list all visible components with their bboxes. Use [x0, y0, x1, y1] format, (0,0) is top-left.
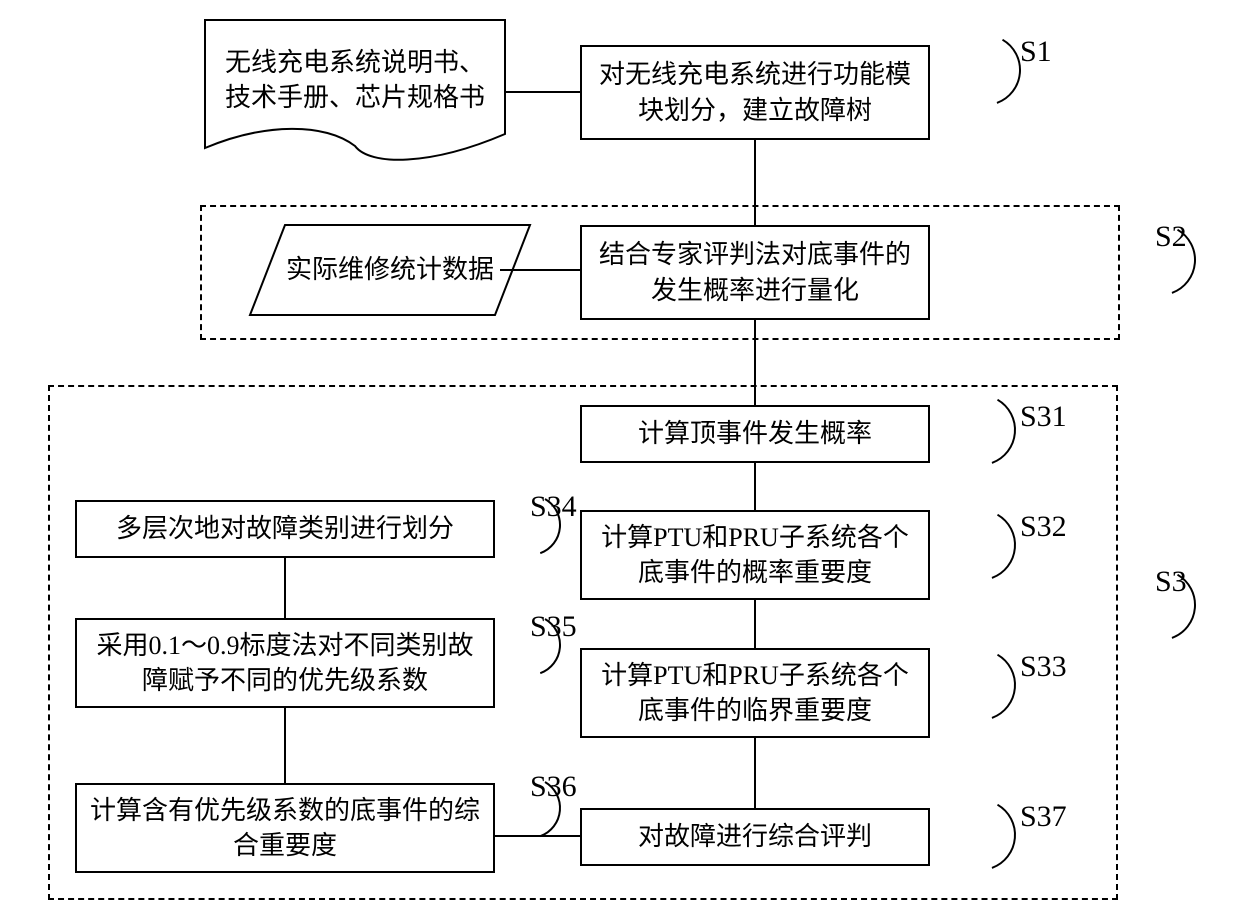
label-s2: S2: [1155, 220, 1187, 254]
label-s33: S33: [1020, 650, 1067, 684]
node-s31: 计算顶事件发生概率: [580, 405, 930, 463]
node-s33: 计算PTU和PRU子系统各个底事件的临界重要度: [580, 648, 930, 738]
node-s32-text: 计算PTU和PRU子系统各个底事件的概率重要度: [594, 520, 916, 590]
label-s1: S1: [1020, 35, 1052, 69]
label-s31: S31: [1020, 400, 1067, 434]
node-s36-text: 计算含有优先级系数的底事件的综合重要度: [89, 793, 481, 863]
node-s32: 计算PTU和PRU子系统各个底事件的概率重要度: [580, 510, 930, 600]
node-doc: 无线充电系统说明书、技术手册、芯片规格书: [205, 20, 505, 140]
node-s34: 多层次地对故障类别进行划分: [75, 500, 495, 558]
node-data-text: 实际维修统计数据: [286, 252, 494, 287]
label-s36: S36: [530, 770, 577, 804]
node-s35: 采用0.1～0.9标度法对不同类别故障赋予不同的优先级系数: [75, 618, 495, 708]
label-s34: S34: [530, 490, 577, 524]
node-s31-text: 计算顶事件发生概率: [638, 416, 872, 451]
node-s37: 对故障进行综合评判: [580, 808, 930, 866]
label-s3: S3: [1155, 565, 1187, 599]
label-s32: S32: [1020, 510, 1067, 544]
node-data: 实际维修统计数据: [268, 225, 513, 315]
node-s34-text: 多层次地对故障类别进行划分: [116, 511, 454, 546]
node-s1-text: 对无线充电系统进行功能模块划分，建立故障树: [594, 57, 916, 127]
label-s37: S37: [1020, 800, 1067, 834]
node-s2-text: 结合专家评判法对底事件的发生概率进行量化: [594, 237, 916, 307]
node-s36: 计算含有优先级系数的底事件的综合重要度: [75, 783, 495, 873]
node-s2: 结合专家评判法对底事件的发生概率进行量化: [580, 225, 930, 320]
node-s35-text: 采用0.1～0.9标度法对不同类别故障赋予不同的优先级系数: [89, 628, 481, 698]
node-doc-text: 无线充电系统说明书、技术手册、芯片规格书: [221, 45, 489, 115]
node-s37-text: 对故障进行综合评判: [638, 819, 872, 854]
node-s1: 对无线充电系统进行功能模块划分，建立故障树: [580, 45, 930, 140]
node-s33-text: 计算PTU和PRU子系统各个底事件的临界重要度: [594, 658, 916, 728]
label-s35: S35: [530, 610, 577, 644]
